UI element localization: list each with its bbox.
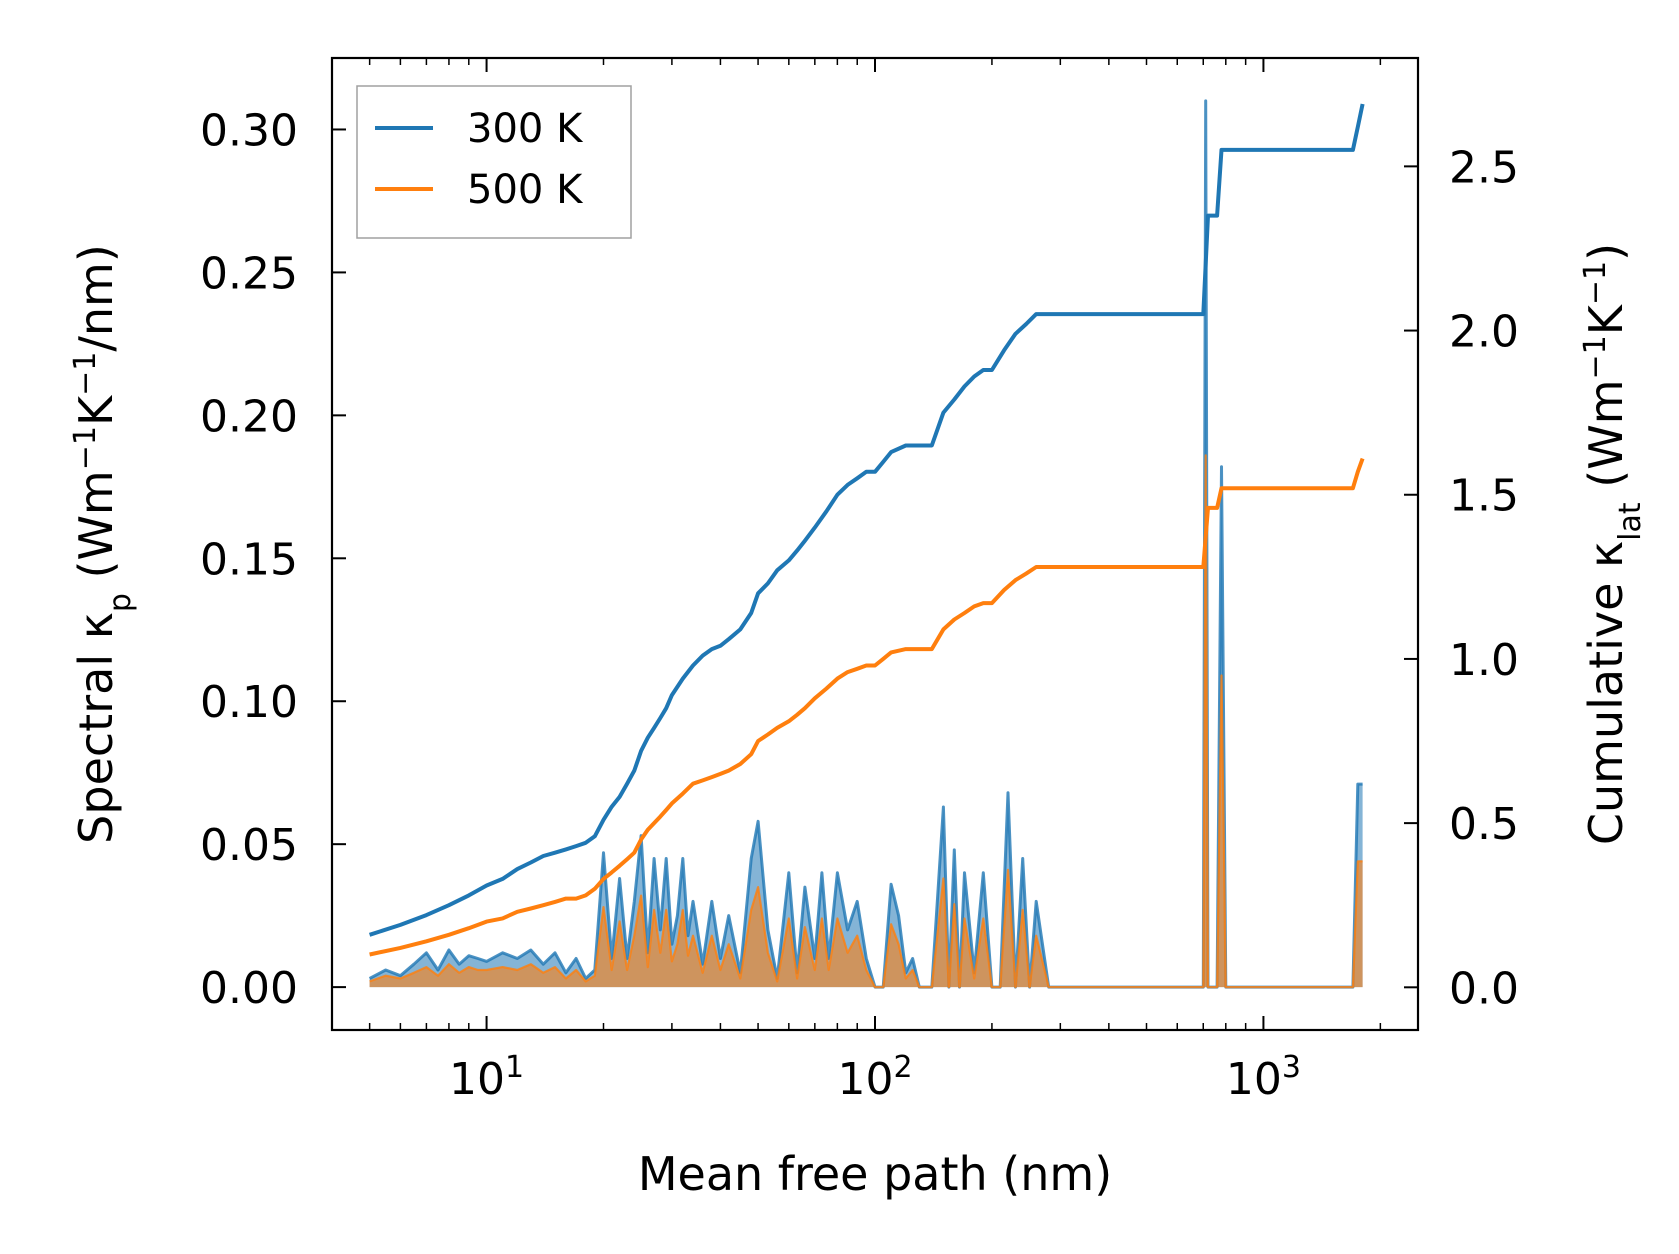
x-axis-title: Mean free path (nm) — [638, 1147, 1112, 1201]
x-tick-label: 103 — [1226, 1050, 1301, 1106]
left-y-tick-label: 0.00 — [200, 963, 298, 1014]
right-ylabel-main: Cumulative κ — [1579, 541, 1633, 845]
legend-label-500k: 500 K — [467, 167, 584, 213]
axis-ticks: 101 102 1030.000.050.100.150.200.250.300.0… — [200, 58, 1519, 1105]
right-ylabel-sup2: −1 — [1578, 261, 1613, 305]
right-ylabel-tail: ) — [1579, 243, 1633, 261]
left-ylabel-sup1: −1 — [68, 426, 103, 470]
right-ylabel-sub: lat — [1613, 502, 1648, 541]
right-y-tick-label: 0.5 — [1449, 799, 1519, 850]
right-y-tick-label: 2.5 — [1449, 142, 1519, 193]
axes-frame — [330, 56, 1420, 1032]
left-y-tick-label: 0.25 — [200, 248, 298, 299]
left-y-tick-label: 0.30 — [200, 105, 298, 156]
legend: 300 K 500 K — [356, 85, 632, 239]
spectral-line-500k — [369, 454, 1363, 989]
x-tick-label-base: 10 — [449, 1054, 505, 1105]
right-y-tick-label: 1.5 — [1449, 471, 1519, 522]
left-y-tick-label: 0.20 — [200, 391, 298, 442]
cumulative-line-300k — [368, 103, 1365, 937]
left-ylabel-tail: /nm) — [69, 244, 123, 351]
plot-area — [368, 99, 1365, 989]
left-ylabel-unit-pre: (Wm — [69, 470, 123, 593]
right-y-tick-label: 2.0 — [1449, 307, 1519, 358]
spectral-line-300k — [368, 99, 1363, 989]
right-y-tick-label: 0.0 — [1449, 963, 1519, 1014]
left-y-tick-label: 0.15 — [200, 534, 298, 585]
x-tick-label-base: 10 — [837, 1054, 893, 1105]
left-ylabel-sup2: −1 — [68, 352, 103, 396]
left-y-tick-label: 0.10 — [200, 677, 298, 728]
legend-box — [356, 85, 632, 239]
right-ylabel-unit-pre: (Wm — [1579, 379, 1633, 502]
x-tick-label-exp: 2 — [893, 1050, 912, 1085]
x-tick-label: 101 — [449, 1050, 524, 1106]
right-ylabel-mid: K — [1579, 303, 1633, 335]
left-ylabel-sub: p — [103, 593, 138, 612]
x-tick-label-exp: 1 — [505, 1050, 524, 1085]
x-tick-label-base: 10 — [1226, 1054, 1282, 1105]
left-y-tick-label: 0.05 — [200, 820, 298, 871]
right-ylabel-sup1: −1 — [1578, 335, 1613, 379]
left-ylabel-main: Spectral κ — [69, 612, 123, 844]
x-tick-label-exp: 3 — [1282, 1050, 1301, 1085]
right-y-axis-title: Cumulative κlat (Wm−1K−1) — [1578, 243, 1648, 845]
cumulative-line-500k — [369, 457, 1365, 957]
legend-label-300k: 300 K — [467, 106, 584, 152]
x-tick-label: 102 — [837, 1050, 912, 1106]
left-y-axis-title: Spectral κp (Wm−1K−1/nm) — [68, 244, 138, 844]
left-ylabel-mid: K — [69, 394, 123, 426]
right-y-tick-label: 1.0 — [1449, 635, 1519, 686]
